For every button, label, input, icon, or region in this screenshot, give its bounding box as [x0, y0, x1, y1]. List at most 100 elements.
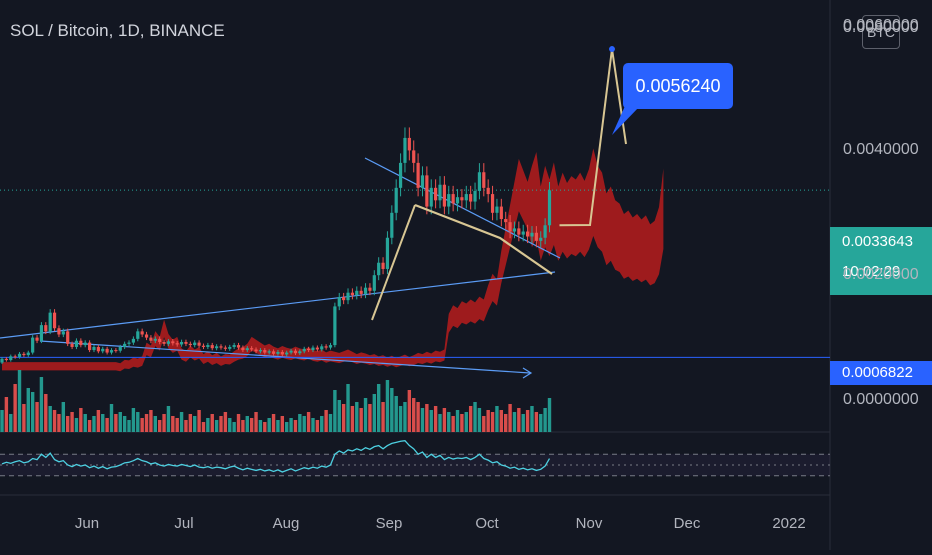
candle-body [429, 187, 433, 207]
candle-body [473, 190, 477, 202]
volume-bar [482, 416, 486, 432]
candle-body [372, 275, 376, 291]
volume-bar [328, 414, 333, 432]
candle-body [469, 194, 473, 202]
volume-bar [363, 398, 368, 432]
volume-bar [136, 412, 140, 432]
volume-bar [201, 422, 206, 432]
candle-body [280, 351, 284, 355]
price-callout[interactable]: 0.0056240 [623, 63, 733, 109]
candle-body [298, 351, 302, 354]
volume-bar [512, 412, 517, 432]
volume-bar [153, 416, 157, 432]
volume-bar [263, 422, 267, 432]
volume-bar [79, 408, 83, 432]
x-tick-label: Sep [375, 515, 403, 532]
candle-body [499, 206, 503, 220]
candle-body [35, 337, 39, 341]
trendline-arrowhead [522, 367, 533, 379]
volume-bar [320, 416, 324, 432]
current-price-tag: 0.0033643 10:02:29 [830, 227, 932, 295]
callout-pointer [612, 106, 640, 135]
volume-bar [530, 406, 534, 432]
volume-bar [416, 402, 420, 432]
candle-body [153, 338, 157, 341]
volume-bar [87, 420, 92, 432]
volume-bar [455, 410, 460, 432]
volume-bar [385, 380, 390, 432]
candle-body [477, 172, 482, 191]
horizontal-line-tag[interactable]: 0.0006822 [830, 361, 932, 385]
volume-bar [372, 394, 376, 432]
y-tick-label: 0.0000000 [843, 391, 919, 408]
volume-bar [188, 414, 193, 432]
volume-bar [101, 414, 105, 432]
candle-body [407, 137, 411, 151]
volume-bar [517, 408, 521, 432]
currency-badge[interactable]: BTC [862, 15, 900, 49]
candle-body [22, 353, 26, 356]
volume-bar [61, 402, 66, 432]
candle-body [88, 342, 92, 351]
volume-bar [407, 390, 412, 432]
volume-bar [486, 410, 490, 432]
volume-bar [241, 420, 245, 432]
volume-bar [311, 418, 315, 432]
volume-bar [490, 412, 495, 432]
bar-countdown: 10:02:29 [842, 263, 901, 280]
candle-body [451, 194, 455, 204]
volume-bar [171, 416, 175, 432]
candle-body [66, 331, 70, 344]
candle-body [83, 342, 87, 346]
candle-body [0, 358, 4, 363]
volume-bar [376, 384, 381, 432]
candle-body [311, 347, 315, 351]
volume-bar [206, 418, 210, 432]
volume-bar [298, 414, 302, 432]
candle-body [74, 340, 79, 347]
candle-body [547, 190, 552, 226]
volume-bar [420, 408, 425, 432]
candle-body [416, 162, 420, 188]
volume-bar [66, 416, 70, 432]
volume-bar [4, 397, 9, 432]
candle-body [223, 347, 227, 349]
candle-body [355, 290, 359, 296]
candle-body [70, 343, 74, 347]
candle-body [184, 341, 188, 344]
volume-bar [429, 410, 433, 432]
volume-bar [350, 406, 355, 432]
volume-bar [258, 420, 263, 432]
volume-bar [547, 398, 552, 432]
volume-bar [144, 414, 149, 432]
volume-bar [438, 414, 442, 432]
volume-bar [175, 418, 179, 432]
candle-body [534, 232, 538, 241]
projection-path [559, 48, 627, 227]
candle-body [482, 172, 486, 188]
x-tick-label: Jun [74, 515, 100, 532]
candle-body [162, 341, 166, 344]
volume-bar [17, 370, 22, 432]
volume-bar [26, 388, 30, 432]
candle-body [219, 346, 223, 348]
candle-body [398, 162, 403, 188]
volume-bar [74, 418, 79, 432]
volume-bar [105, 418, 109, 432]
candle-body [254, 349, 258, 352]
candle-body [434, 187, 438, 201]
volume-bar [333, 390, 337, 432]
volume-bar [219, 416, 223, 432]
volume-bar [122, 416, 127, 432]
candle-body [206, 345, 210, 347]
candle-body [486, 187, 490, 195]
candle-body [188, 343, 192, 346]
candle-body [13, 356, 17, 358]
symbol-title[interactable]: SOL / Bitcoin, 1D, BINANCE [10, 21, 225, 40]
volume-bar [39, 377, 44, 432]
candle-body [210, 345, 214, 349]
volume-bar [70, 412, 74, 432]
y-tick-label: 0.0020000 [843, 266, 919, 284]
volume-bar [184, 420, 188, 432]
